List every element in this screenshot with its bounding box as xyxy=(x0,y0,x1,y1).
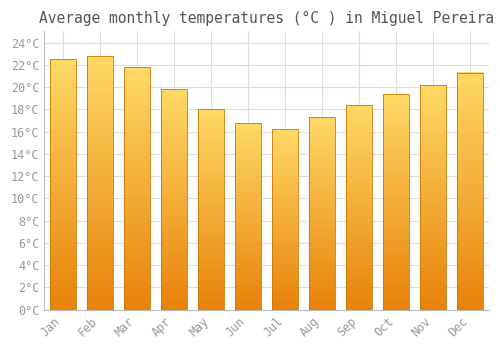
Title: Average monthly temperatures (°C ) in Miguel Pereira: Average monthly temperatures (°C ) in Mi… xyxy=(39,11,494,26)
Bar xyxy=(161,89,187,310)
Bar xyxy=(272,130,298,310)
Bar xyxy=(50,59,76,310)
Bar xyxy=(124,67,150,310)
Bar xyxy=(87,56,113,310)
Bar xyxy=(346,105,372,310)
Bar xyxy=(458,73,483,310)
Bar xyxy=(235,123,261,310)
Bar xyxy=(198,109,224,310)
Bar xyxy=(420,85,446,310)
Bar xyxy=(310,117,335,310)
Bar xyxy=(384,94,409,310)
